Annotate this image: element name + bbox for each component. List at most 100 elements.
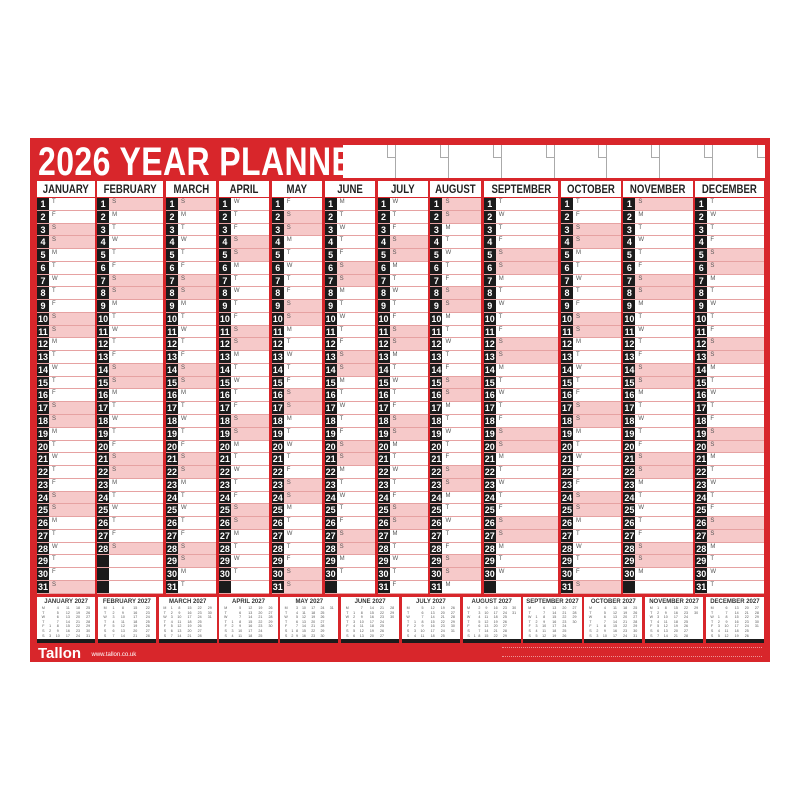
- day-row[interactable]: 26 S: [377, 517, 428, 530]
- day-row[interactable]: 25 M: [271, 504, 323, 518]
- day-row[interactable]: 19 M: [560, 427, 621, 441]
- day-row[interactable]: 11 W: [97, 325, 164, 339]
- day-row[interactable]: 16 S: [430, 389, 482, 403]
- day-row[interactable]: 23 T: [324, 478, 375, 492]
- day-row[interactable]: 17 S: [37, 402, 95, 416]
- day-row[interactable]: 31 F: [377, 580, 428, 594]
- day-row[interactable]: 14 T: [271, 363, 323, 377]
- day-row[interactable]: [97, 568, 164, 581]
- day-row[interactable]: 14 T: [218, 363, 270, 377]
- day-row[interactable]: 20 S: [483, 440, 559, 454]
- day-row[interactable]: 15 W: [377, 376, 428, 390]
- day-row[interactable]: 19 S: [377, 427, 428, 441]
- day-row[interactable]: 31 S: [560, 580, 621, 594]
- day-row[interactable]: 16 T: [324, 389, 375, 403]
- day-row[interactable]: 16 M: [623, 389, 693, 403]
- day-row[interactable]: 13 S: [695, 351, 764, 364]
- day-row[interactable]: 17 T: [695, 402, 764, 416]
- day-row[interactable]: 21 M: [483, 453, 559, 467]
- day-row[interactable]: 22 T: [695, 466, 764, 479]
- day-row[interactable]: 23 M: [165, 478, 217, 492]
- day-row[interactable]: 22 S: [97, 466, 164, 479]
- day-row[interactable]: 19 M: [37, 427, 95, 441]
- day-row[interactable]: 14 S: [165, 363, 217, 377]
- day-row[interactable]: 21 T: [271, 453, 323, 467]
- day-row[interactable]: 20 S: [324, 440, 375, 454]
- day-row[interactable]: 21 W: [560, 453, 621, 467]
- day-row[interactable]: 13 S: [483, 351, 559, 364]
- day-row[interactable]: 16 T: [218, 389, 270, 403]
- day-row[interactable]: 20 F: [165, 440, 217, 454]
- day-row[interactable]: 15 S: [430, 376, 482, 390]
- day-row[interactable]: 12 T: [165, 338, 217, 352]
- day-row[interactable]: 17 S: [560, 402, 621, 416]
- day-row[interactable]: 20 F: [623, 440, 693, 454]
- day-row[interactable]: 20 F: [97, 440, 164, 454]
- day-row[interactable]: 26 M: [560, 517, 621, 530]
- day-row[interactable]: 28 M: [695, 542, 764, 556]
- day-row[interactable]: 30 W: [483, 568, 559, 581]
- day-row[interactable]: 29 M: [324, 555, 375, 569]
- day-row[interactable]: 11 W: [165, 325, 217, 339]
- day-row[interactable]: 24 T: [695, 491, 764, 505]
- day-row[interactable]: 27 M: [218, 529, 270, 543]
- day-row[interactable]: 27 T: [37, 529, 95, 543]
- day-row[interactable]: 19 F: [324, 427, 375, 441]
- day-row[interactable]: 22 S: [165, 466, 217, 479]
- day-row[interactable]: [97, 555, 164, 569]
- day-row[interactable]: 23 S: [430, 478, 482, 492]
- day-row[interactable]: 10 T: [97, 312, 164, 326]
- day-row[interactable]: 24 S: [37, 491, 95, 505]
- day-row[interactable]: 17 T: [165, 402, 217, 416]
- day-row[interactable]: 25 W: [165, 504, 217, 518]
- day-row[interactable]: 25 T: [324, 504, 375, 518]
- day-row[interactable]: 24 F: [218, 491, 270, 505]
- day-row[interactable]: 16 W: [695, 389, 764, 403]
- day-row[interactable]: 25 F: [483, 504, 559, 518]
- day-row[interactable]: 22 W: [377, 466, 428, 479]
- day-row[interactable]: 21 F: [430, 453, 482, 467]
- day-row[interactable]: 29 T: [560, 555, 621, 569]
- day-row[interactable]: 17 F: [377, 402, 428, 416]
- day-row[interactable]: 28 W: [37, 542, 95, 556]
- day-row[interactable]: 11 W: [623, 325, 693, 339]
- day-row[interactable]: 23 W: [483, 478, 559, 492]
- day-row[interactable]: [97, 580, 164, 594]
- day-row[interactable]: 11 S: [377, 325, 428, 339]
- day-row[interactable]: 24 F: [377, 491, 428, 505]
- day-row[interactable]: 21 S: [165, 453, 217, 467]
- day-row[interactable]: 10 S: [560, 312, 621, 326]
- day-row[interactable]: 16 S: [271, 389, 323, 403]
- day-row[interactable]: 30 M: [623, 568, 693, 581]
- day-row[interactable]: 27 T: [430, 529, 482, 543]
- day-row[interactable]: 23 M: [97, 478, 164, 492]
